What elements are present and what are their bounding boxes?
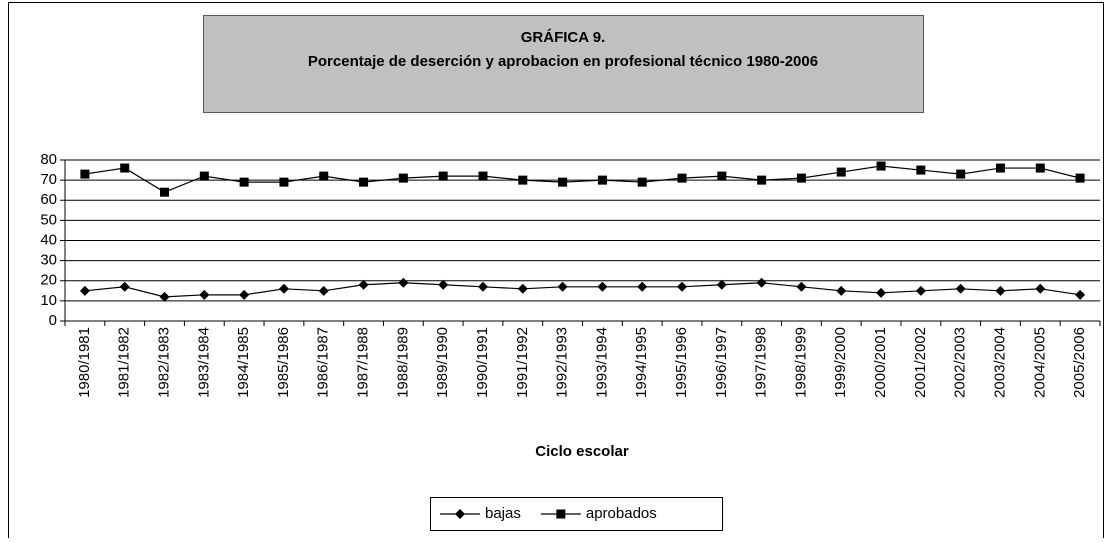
point xyxy=(1075,173,1085,183)
y-tick-label: 80 xyxy=(40,151,57,168)
point xyxy=(119,281,130,292)
point xyxy=(637,281,648,292)
point xyxy=(239,289,250,300)
point xyxy=(398,173,408,183)
x-axis-label: Ciclo escolar xyxy=(535,443,629,460)
point xyxy=(160,187,170,197)
y-tick-label: 20 xyxy=(40,272,57,289)
point xyxy=(955,283,966,294)
point xyxy=(318,285,329,296)
x-tick-label: 1996/1997 xyxy=(713,327,730,398)
x-tick-label: 2002/2003 xyxy=(952,327,969,398)
point xyxy=(796,281,807,292)
point xyxy=(716,279,727,290)
title-box xyxy=(203,15,924,113)
legend-label: bajas xyxy=(485,505,521,522)
point xyxy=(517,283,528,294)
point xyxy=(438,279,449,290)
point xyxy=(319,171,329,181)
point xyxy=(995,285,1006,296)
y-tick-label: 30 xyxy=(40,252,57,269)
point xyxy=(677,281,688,292)
legend-label: aprobados xyxy=(586,505,657,522)
point xyxy=(478,171,488,181)
point xyxy=(477,281,488,292)
point xyxy=(557,281,568,292)
x-tick-label: 2005/2006 xyxy=(1071,327,1088,398)
point xyxy=(438,171,448,181)
point xyxy=(836,167,846,177)
x-tick-label: 1999/2000 xyxy=(832,327,849,398)
point xyxy=(1035,283,1046,294)
point xyxy=(398,277,409,288)
x-tick-label: 1983/1984 xyxy=(195,327,212,398)
x-tick-label: 1987/1988 xyxy=(355,327,372,398)
point xyxy=(796,173,806,183)
point xyxy=(717,171,727,181)
point xyxy=(757,175,767,185)
x-tick-label: 1990/1991 xyxy=(474,327,491,398)
series-line xyxy=(84,165,1081,193)
point xyxy=(359,177,369,187)
x-tick-label: 1980/1981 xyxy=(76,327,93,398)
legend-marker xyxy=(556,509,566,519)
point xyxy=(915,285,926,296)
point xyxy=(199,171,209,181)
x-tick-label: 1985/1986 xyxy=(275,327,292,398)
point xyxy=(597,281,608,292)
point xyxy=(637,177,647,187)
x-tick-label: 1984/1985 xyxy=(235,327,252,398)
x-tick-label: 1997/1998 xyxy=(753,327,770,398)
y-tick-label: 60 xyxy=(40,191,57,208)
x-tick-label: 1994/1995 xyxy=(633,327,650,398)
x-tick-label: 2004/2005 xyxy=(1031,327,1048,398)
series-line xyxy=(84,282,1081,298)
point xyxy=(916,165,926,175)
legend-marker xyxy=(455,509,465,519)
y-tick-label: 70 xyxy=(40,171,57,188)
x-tick-label: 2000/2001 xyxy=(872,327,889,398)
point xyxy=(597,175,607,185)
point xyxy=(278,283,289,294)
point xyxy=(358,279,369,290)
x-tick-label: 1981/1982 xyxy=(116,327,133,398)
point xyxy=(199,289,210,300)
point xyxy=(1075,289,1086,300)
x-tick-label: 2001/2002 xyxy=(912,327,929,398)
point xyxy=(79,285,90,296)
x-tick-label: 1991/1992 xyxy=(514,327,531,398)
point xyxy=(239,177,249,187)
x-tick-label: 1982/1983 xyxy=(155,327,172,398)
point xyxy=(558,177,568,187)
x-tick-label: 1988/1989 xyxy=(394,327,411,398)
point xyxy=(279,177,289,187)
point xyxy=(876,287,887,298)
point xyxy=(956,169,966,179)
point xyxy=(836,285,847,296)
x-tick-label: 1986/1987 xyxy=(315,327,332,398)
point xyxy=(1035,163,1045,173)
y-tick-label: 0 xyxy=(49,312,57,329)
y-tick-label: 10 xyxy=(40,292,57,309)
x-tick-label: 1995/1996 xyxy=(673,327,690,398)
point xyxy=(120,163,130,173)
y-tick-label: 50 xyxy=(40,211,57,228)
chart-subtitle: Porcentaje de deserción y aprobacion en … xyxy=(308,53,818,70)
point xyxy=(159,291,170,302)
x-tick-label: 1992/1993 xyxy=(554,327,571,398)
x-tick-label: 1998/1999 xyxy=(792,327,809,398)
point xyxy=(677,173,687,183)
y-tick-label: 40 xyxy=(40,231,57,248)
point xyxy=(518,175,528,185)
point xyxy=(756,277,767,288)
x-tick-label: 1993/1994 xyxy=(593,327,610,398)
point xyxy=(80,169,90,179)
point xyxy=(995,163,1005,173)
x-tick-label: 2003/2004 xyxy=(991,327,1008,398)
chart-title: GRÁFICA 9. xyxy=(521,29,605,46)
x-tick-label: 1989/1990 xyxy=(434,327,451,398)
point xyxy=(876,161,886,171)
